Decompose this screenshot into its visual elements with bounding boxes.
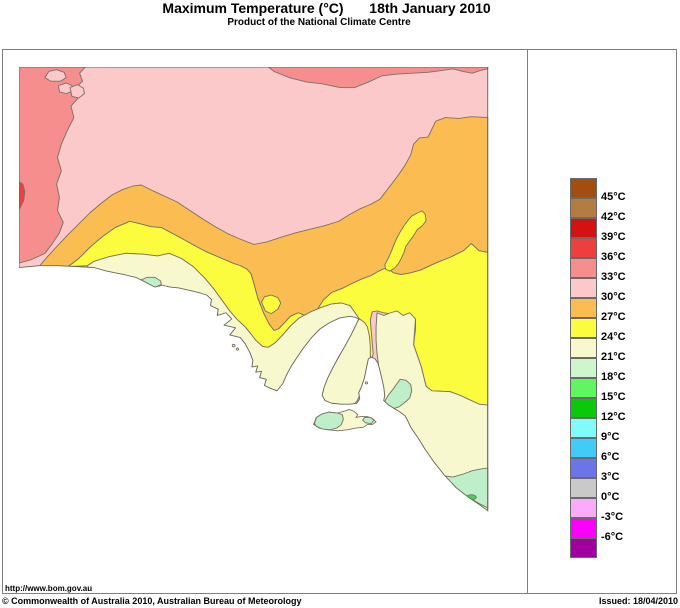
region-yellow-flinders-ranges <box>384 210 427 272</box>
legend-swatch <box>570 538 597 558</box>
temperature-map <box>19 67 489 535</box>
ocean <box>19 265 488 535</box>
legend-label: 15°C <box>601 391 626 403</box>
page-subtitle: Product of the National Climate Centre <box>227 17 411 28</box>
outer-frame <box>2 49 677 594</box>
legend-swatch <box>570 418 597 438</box>
legend-label: -3°C <box>601 511 624 523</box>
region-green-mt-lofty-18-21 <box>384 378 413 410</box>
legend-label: 3°C <box>601 471 620 483</box>
page-title: Maximum Temperature (°C) <box>162 0 344 16</box>
legend-swatch <box>570 298 597 318</box>
legend-label: 9°C <box>601 431 620 443</box>
legend-swatch <box>570 438 597 458</box>
page-title-date: 18th January 2010 <box>369 0 491 16</box>
legend-swatch <box>570 498 597 518</box>
coastline <box>19 265 489 511</box>
legend-label: 24°C <box>601 331 626 343</box>
footer-url: http://www.bom.gov.au <box>5 584 93 593</box>
legend-label: 6°C <box>601 451 620 463</box>
footer-copyright: © Commonwealth of Australia 2010, Austra… <box>2 596 302 606</box>
salt-lake-1 <box>44 69 67 82</box>
legend-label: 45°C <box>601 191 626 203</box>
legend-label: -6°C <box>601 531 624 543</box>
legend-swatch <box>570 218 597 238</box>
legend-label: 30°C <box>601 291 626 303</box>
legend-swatch <box>570 318 597 338</box>
legend-swatch <box>570 238 597 258</box>
legend-label: 39°C <box>601 231 626 243</box>
legend-swatch <box>570 198 597 218</box>
legend-label: 27°C <box>601 311 626 323</box>
legend-label: 12°C <box>601 411 626 423</box>
region-yellow-pocket <box>261 294 282 315</box>
legend-label: 42°C <box>601 211 626 223</box>
legend-swatch <box>570 458 597 478</box>
legend-swatch <box>570 478 597 498</box>
kangaroo-island-green-east <box>362 417 375 425</box>
offshore-island-2 <box>235 347 240 351</box>
legend-label: 18°C <box>601 371 626 383</box>
region-red-west-edge-36-39 <box>19 181 26 211</box>
legend-label: 36°C <box>601 251 626 263</box>
legend-swatch <box>570 518 597 538</box>
legend-swatch <box>570 398 597 418</box>
region-salmon-west-33-36 <box>19 67 86 264</box>
region-salmon-north-33-36 <box>267 67 489 88</box>
legend-swatches <box>570 178 597 558</box>
legend-label: 0°C <box>601 491 620 503</box>
legend-label: 33°C <box>601 271 626 283</box>
legend-labels: 45°C 42°C 39°C 36°C 33°C 30°C 27°C 24°C 21°C 18°C… <box>601 178 646 558</box>
legend-swatch <box>570 178 597 198</box>
offshore-island-1 <box>231 343 236 348</box>
kangaroo-island-green-west <box>313 411 344 431</box>
legend-swatch <box>570 378 597 398</box>
legend-panel-divider <box>527 49 528 594</box>
legend-swatch <box>570 358 597 378</box>
salt-lake-3 <box>69 84 85 99</box>
offshore-island-3 <box>364 381 369 385</box>
legend-swatch <box>570 338 597 358</box>
legend-swatch <box>570 258 597 278</box>
legend-label: 21°C <box>601 351 626 363</box>
footer-issued-date: Issued: 18/04/2010 <box>598 596 678 606</box>
legend-swatch <box>570 278 597 298</box>
